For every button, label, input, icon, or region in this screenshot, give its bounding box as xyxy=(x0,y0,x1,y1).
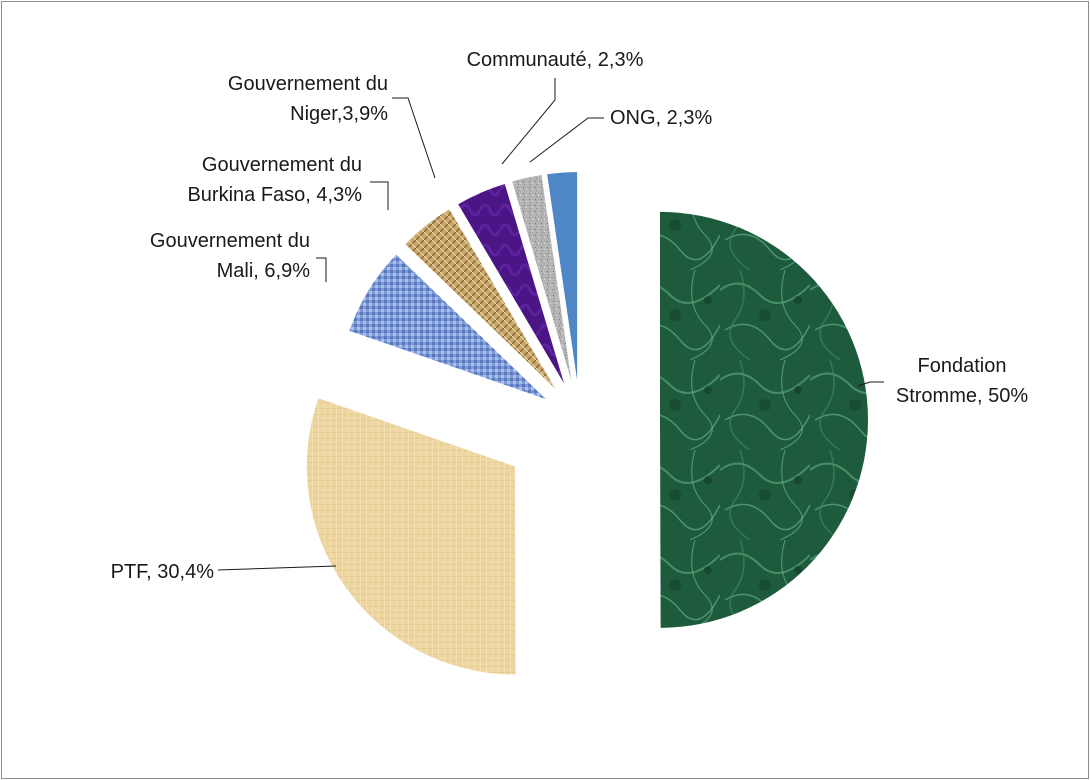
leader-line xyxy=(501,78,556,165)
slice-label: PTF, 30,4% xyxy=(111,561,215,583)
pie-slice xyxy=(547,172,578,381)
pie-slice xyxy=(405,209,556,389)
slice-label: Fondation Stromme, 50% xyxy=(896,355,1028,407)
slice-label: Gouvernement du Niger,3,9% xyxy=(228,73,388,125)
slice-label: Communauté, 2,3% xyxy=(467,49,644,71)
leader-line xyxy=(316,257,327,282)
pie-slice xyxy=(306,398,516,675)
slice-label: ONG, 2,3% xyxy=(610,107,712,129)
pie-slice xyxy=(458,183,565,384)
leader-line xyxy=(392,97,436,179)
pie-slice xyxy=(659,211,868,628)
leader-line xyxy=(217,565,337,571)
pie-slice xyxy=(349,254,546,400)
pie-slice xyxy=(512,175,572,381)
slice-label: Gouvernement du Mali, 6,9% xyxy=(150,230,310,282)
leader-line xyxy=(857,381,884,387)
leader-line xyxy=(370,181,389,210)
slice-label: Gouvernement du Burkina Faso, 4,3% xyxy=(187,154,362,206)
leader-line xyxy=(529,117,604,163)
